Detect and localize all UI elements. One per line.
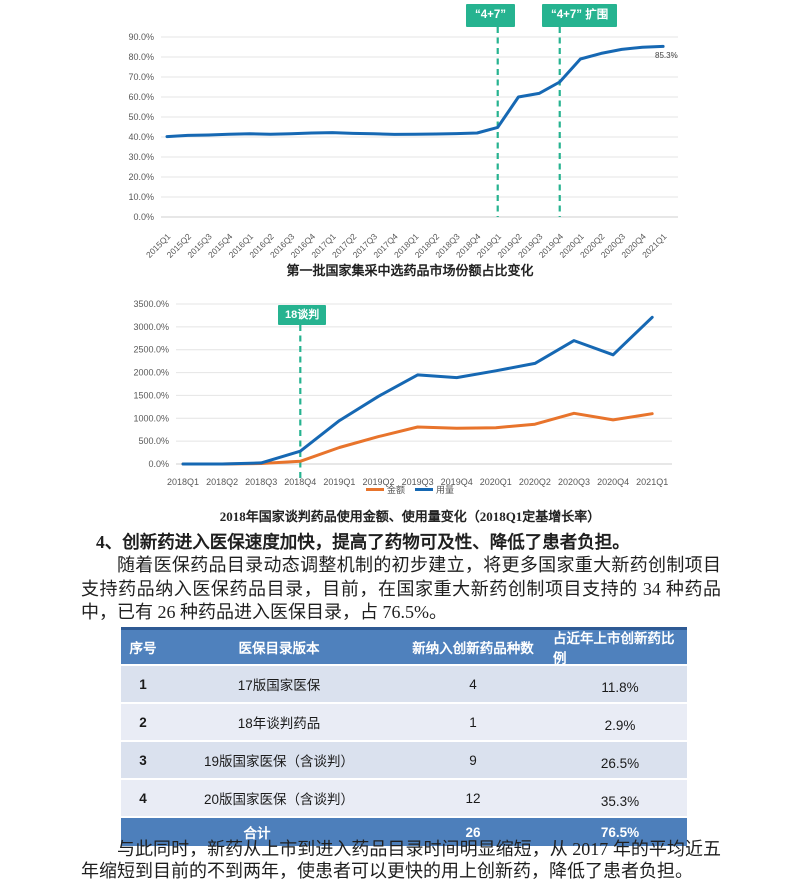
chart-2: 0.0% 500.0% 1000.0% 1500.0% 2000.0% 2500.0% 30… — [133, 299, 672, 487]
y-tick-label: 2500.0% — [133, 345, 169, 355]
table-row: 3 19版国家医保（含谈判） 9 26.5% — [121, 742, 687, 780]
y-tick-label: 1000.0% — [133, 413, 169, 423]
table-cell: 2.9% — [604, 717, 636, 733]
x-tick-label: 2020Q1 — [480, 477, 512, 487]
y-tick-label: 10.0% — [128, 192, 154, 202]
table-cell: 18年谈判药品 — [237, 716, 321, 731]
chart2-caption: 2018年国家谈判药品使用金额、使用量变化（2018Q1定基增长率） — [219, 509, 601, 524]
table-cell: 20版国家医保（含谈判） — [203, 792, 355, 807]
table-header-row: 序号 医保目录版本 新纳入创新药品种数 占近年上市创新药比例 — [121, 627, 687, 666]
x-tick-label: 2018Q1 — [167, 477, 199, 487]
series-line — [181, 411, 654, 466]
legend-swatch — [365, 488, 384, 491]
table-total-label: 合计 — [243, 826, 271, 841]
y-tick-label: 3000.0% — [133, 322, 169, 332]
x-tick-label: 2019Q1 — [323, 477, 355, 487]
y-tick-label: 30.0% — [128, 152, 154, 162]
legend-item: 用量 — [415, 483, 454, 496]
y-tick-label: 70.0% — [128, 72, 154, 82]
y-tick-label: 1500.0% — [133, 390, 169, 400]
annotation-4plus7-expand-label: “4+7” 扩围 — [542, 4, 618, 27]
y-tick-label: 80.0% — [128, 52, 154, 62]
table-cell: 17版国家医保 — [237, 678, 321, 693]
table-header-cell: 占近年上市创新药比例 — [553, 631, 675, 666]
y-tick-label: 90.0% — [128, 32, 154, 42]
end-value-label: 85.3% — [655, 51, 678, 60]
y-tick-label: 0.0% — [133, 212, 154, 222]
y-tick-label: 2000.0% — [133, 368, 169, 378]
table-total-count: 26 — [465, 824, 481, 840]
table-cell: 9 — [469, 752, 477, 768]
x-tick-label: 2020Q4 — [597, 477, 629, 487]
chart-1: 0.0% 10.0% 20.0% 30.0% 40.0% 50.0% 60.0% 70.0% 8… — [128, 27, 678, 260]
legend-label: 用量 — [436, 485, 455, 495]
y-tick-label: 40.0% — [128, 132, 154, 142]
annotation-4plus7-label: “4+7” — [466, 4, 516, 27]
chart2-legend: 金额 用量 — [100, 483, 720, 496]
x-tick-label: 2019Q2 — [362, 477, 394, 487]
table-cell: 3 — [139, 752, 147, 768]
y-tick-label: 20.0% — [128, 172, 154, 182]
legend-label: 金额 — [386, 485, 405, 495]
x-tick-label: 2020Q3 — [558, 477, 590, 487]
table-cell: 12 — [465, 790, 481, 806]
table-cell: 19版国家医保（含谈判） — [203, 754, 355, 769]
y-tick-label: 3500.0% — [133, 299, 169, 309]
insurance-catalog-table: 序号 医保目录版本 新纳入创新药品种数 占近年上市创新药比例 1 17版国家医保 4 11.8… — [121, 627, 687, 846]
table-cell: 11.8% — [601, 679, 639, 695]
table-cell: 35.3% — [600, 793, 640, 809]
table-cell: 1 — [139, 676, 147, 692]
table-header-cell: 序号 — [129, 641, 157, 656]
table-total-row: 合计 26 76.5% — [121, 818, 687, 846]
series-line — [181, 315, 654, 466]
x-tick-label: 2018Q3 — [245, 477, 277, 487]
chart1-caption: 第一批国家集采中选药品市场份额占比变化 — [286, 263, 534, 278]
x-tick-label: 2018Q4 — [284, 477, 316, 487]
table-row: 4 20版国家医保（含谈判） 12 35.3% — [121, 780, 687, 818]
x-tick-label: 2018Q2 — [206, 477, 238, 487]
y-tick-label: 50.0% — [128, 112, 154, 122]
y-tick-label: 0.0% — [148, 459, 169, 469]
paragraph-medical-insurance: 随着医保药品目录动态调整机制的初步建立，将更多国家重大新药创制项目支持药品纳入医… — [81, 555, 721, 622]
annotation-18-negotiation-label: 18谈判 — [278, 305, 327, 325]
table-cell: 4 — [139, 790, 147, 806]
section-heading: 4、创新药进入医保速度加快，提高了药物可及性、降低了患者负担。 — [96, 532, 630, 552]
y-tick-label: 500.0% — [138, 436, 169, 446]
table-row: 1 17版国家医保 4 11.8% — [121, 666, 687, 704]
legend-item: 金额 — [365, 483, 405, 496]
table-row: 2 18年谈判药品 1 2.9% — [121, 704, 687, 742]
x-tick-label: 2020Q2 — [519, 477, 551, 487]
legend-swatch — [415, 488, 433, 491]
table-cell: 4 — [469, 676, 477, 692]
x-tick-label: 2019Q3 — [402, 477, 434, 487]
table-total-percent: 76.5% — [600, 824, 640, 840]
x-tick-label: 2019Q4 — [441, 477, 473, 487]
table-cell: 2 — [139, 714, 147, 730]
table-cell: 26.5% — [600, 755, 640, 771]
table-header-cell: 新纳入创新药品种数 — [412, 641, 534, 656]
paragraph-time-shortened: 与此同时，新药从上市到进入药品目录时间明显缩短，从 2017 年的平均近五年缩短… — [81, 839, 721, 881]
y-tick-label: 60.0% — [128, 92, 154, 102]
table-cell: 1 — [469, 714, 477, 730]
table-header-cell: 医保目录版本 — [238, 641, 320, 656]
x-tick-label: 2021Q1 — [636, 477, 668, 487]
series-line — [165, 44, 665, 139]
